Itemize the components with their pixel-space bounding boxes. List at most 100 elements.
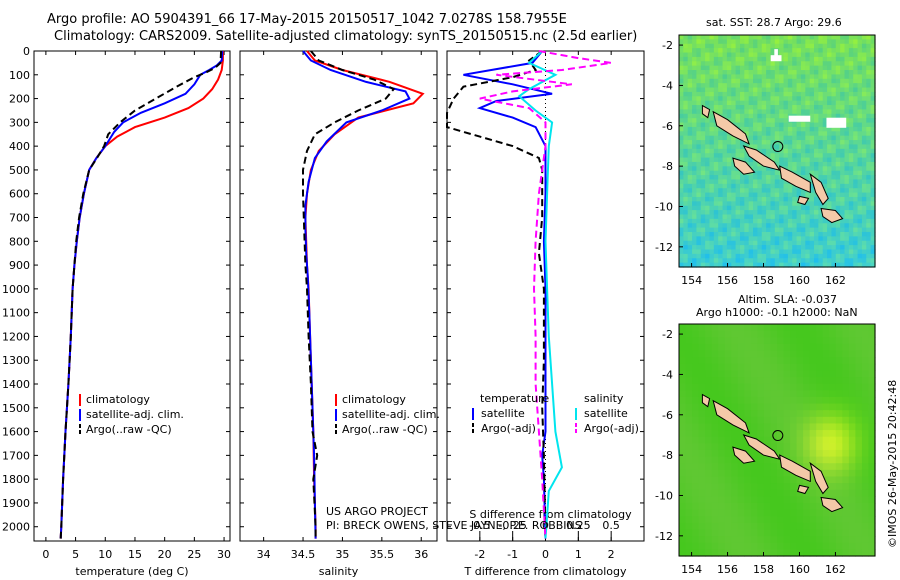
map-cell <box>848 96 854 102</box>
map-cell <box>763 396 772 405</box>
map-cell <box>683 253 689 259</box>
map-cell <box>761 131 767 137</box>
map-cell <box>857 148 863 154</box>
map-cell <box>700 262 706 268</box>
map-cell <box>709 105 715 111</box>
map-cell <box>777 343 785 352</box>
map-cell <box>718 214 724 220</box>
sla-map-frame <box>678 323 876 557</box>
map-cell <box>835 516 843 524</box>
map-cell <box>835 74 841 80</box>
map-cell <box>705 78 711 84</box>
map-cell <box>705 240 711 246</box>
map-cell <box>835 396 843 405</box>
map-cell <box>726 135 732 141</box>
map-cell <box>857 153 863 159</box>
map-cell <box>731 496 739 504</box>
map-cell <box>822 343 830 352</box>
map-cell <box>713 144 719 150</box>
map-cell <box>835 377 843 385</box>
map-cell <box>861 536 870 544</box>
map-cell <box>744 70 750 75</box>
map-cell <box>763 469 772 478</box>
map-cell <box>757 188 763 194</box>
map-cell <box>683 223 689 229</box>
map-cell <box>844 56 850 62</box>
map-cell <box>829 396 837 405</box>
map-cell <box>744 43 750 49</box>
map-cell <box>744 223 750 229</box>
map-cell <box>848 377 856 385</box>
map-cell <box>748 87 754 93</box>
map-cell <box>814 135 819 141</box>
map-cell <box>853 153 859 159</box>
map-cell <box>827 48 833 54</box>
map-cell <box>705 249 711 255</box>
map-cell <box>748 52 754 58</box>
map-cell <box>698 502 706 511</box>
map-cell <box>750 357 758 365</box>
map-cell <box>761 126 767 132</box>
map-cell <box>757 231 763 237</box>
depth-tick-label: 500 <box>9 164 30 177</box>
map-cell <box>783 118 789 124</box>
map-cell <box>803 430 811 438</box>
map-cell <box>748 83 754 89</box>
map-cell <box>739 201 745 207</box>
map-cell <box>796 210 802 216</box>
map-cell <box>774 153 780 159</box>
map-cell <box>816 337 824 345</box>
map-cell <box>809 61 815 67</box>
map-cell <box>739 48 745 54</box>
map-cell <box>842 522 850 531</box>
map-cell <box>861 231 867 237</box>
map-cell <box>835 70 841 75</box>
map-cell <box>787 65 793 71</box>
map-cell <box>800 65 806 71</box>
legend-label: Argo(-adj) <box>584 422 639 435</box>
map-cell <box>861 201 867 207</box>
salinity-profile-frame <box>239 50 438 542</box>
map-cell <box>818 91 824 97</box>
map-cell <box>844 201 850 207</box>
map-cell <box>840 166 846 172</box>
map-cell <box>737 337 745 345</box>
map-cell <box>868 463 876 471</box>
map-cell <box>861 100 867 106</box>
map-cell <box>787 56 793 62</box>
map-cell <box>713 231 719 237</box>
map-cell <box>783 39 789 45</box>
map-cell <box>844 61 850 67</box>
map-cell <box>739 96 745 102</box>
map-cell <box>779 210 785 216</box>
map-cell <box>718 343 726 352</box>
map-cell <box>757 390 765 398</box>
map-cell <box>814 105 819 111</box>
map-cell <box>696 122 702 128</box>
map-cell <box>761 183 767 189</box>
map-cell <box>855 330 863 338</box>
map-cell <box>696 240 702 246</box>
map-cell <box>809 536 817 544</box>
map-cell <box>774 210 780 216</box>
map-cell <box>792 148 798 154</box>
map-cell <box>809 91 815 97</box>
map-cell <box>816 330 824 338</box>
map-cell <box>796 516 804 524</box>
map-cell <box>822 324 830 332</box>
map-cell <box>726 223 732 229</box>
map-cell <box>761 48 767 54</box>
map-cell <box>744 153 750 159</box>
map-cell <box>763 522 772 531</box>
map-cell <box>796 78 802 84</box>
map-cell <box>692 223 698 229</box>
map-cell <box>861 456 870 464</box>
map-cell <box>792 214 798 220</box>
map-cell <box>848 126 854 132</box>
map-cell <box>766 214 772 220</box>
map-cell <box>683 74 689 80</box>
map-cell <box>835 416 843 425</box>
map-cell <box>761 227 767 233</box>
map-cell <box>724 377 732 385</box>
map-cell <box>770 436 778 444</box>
